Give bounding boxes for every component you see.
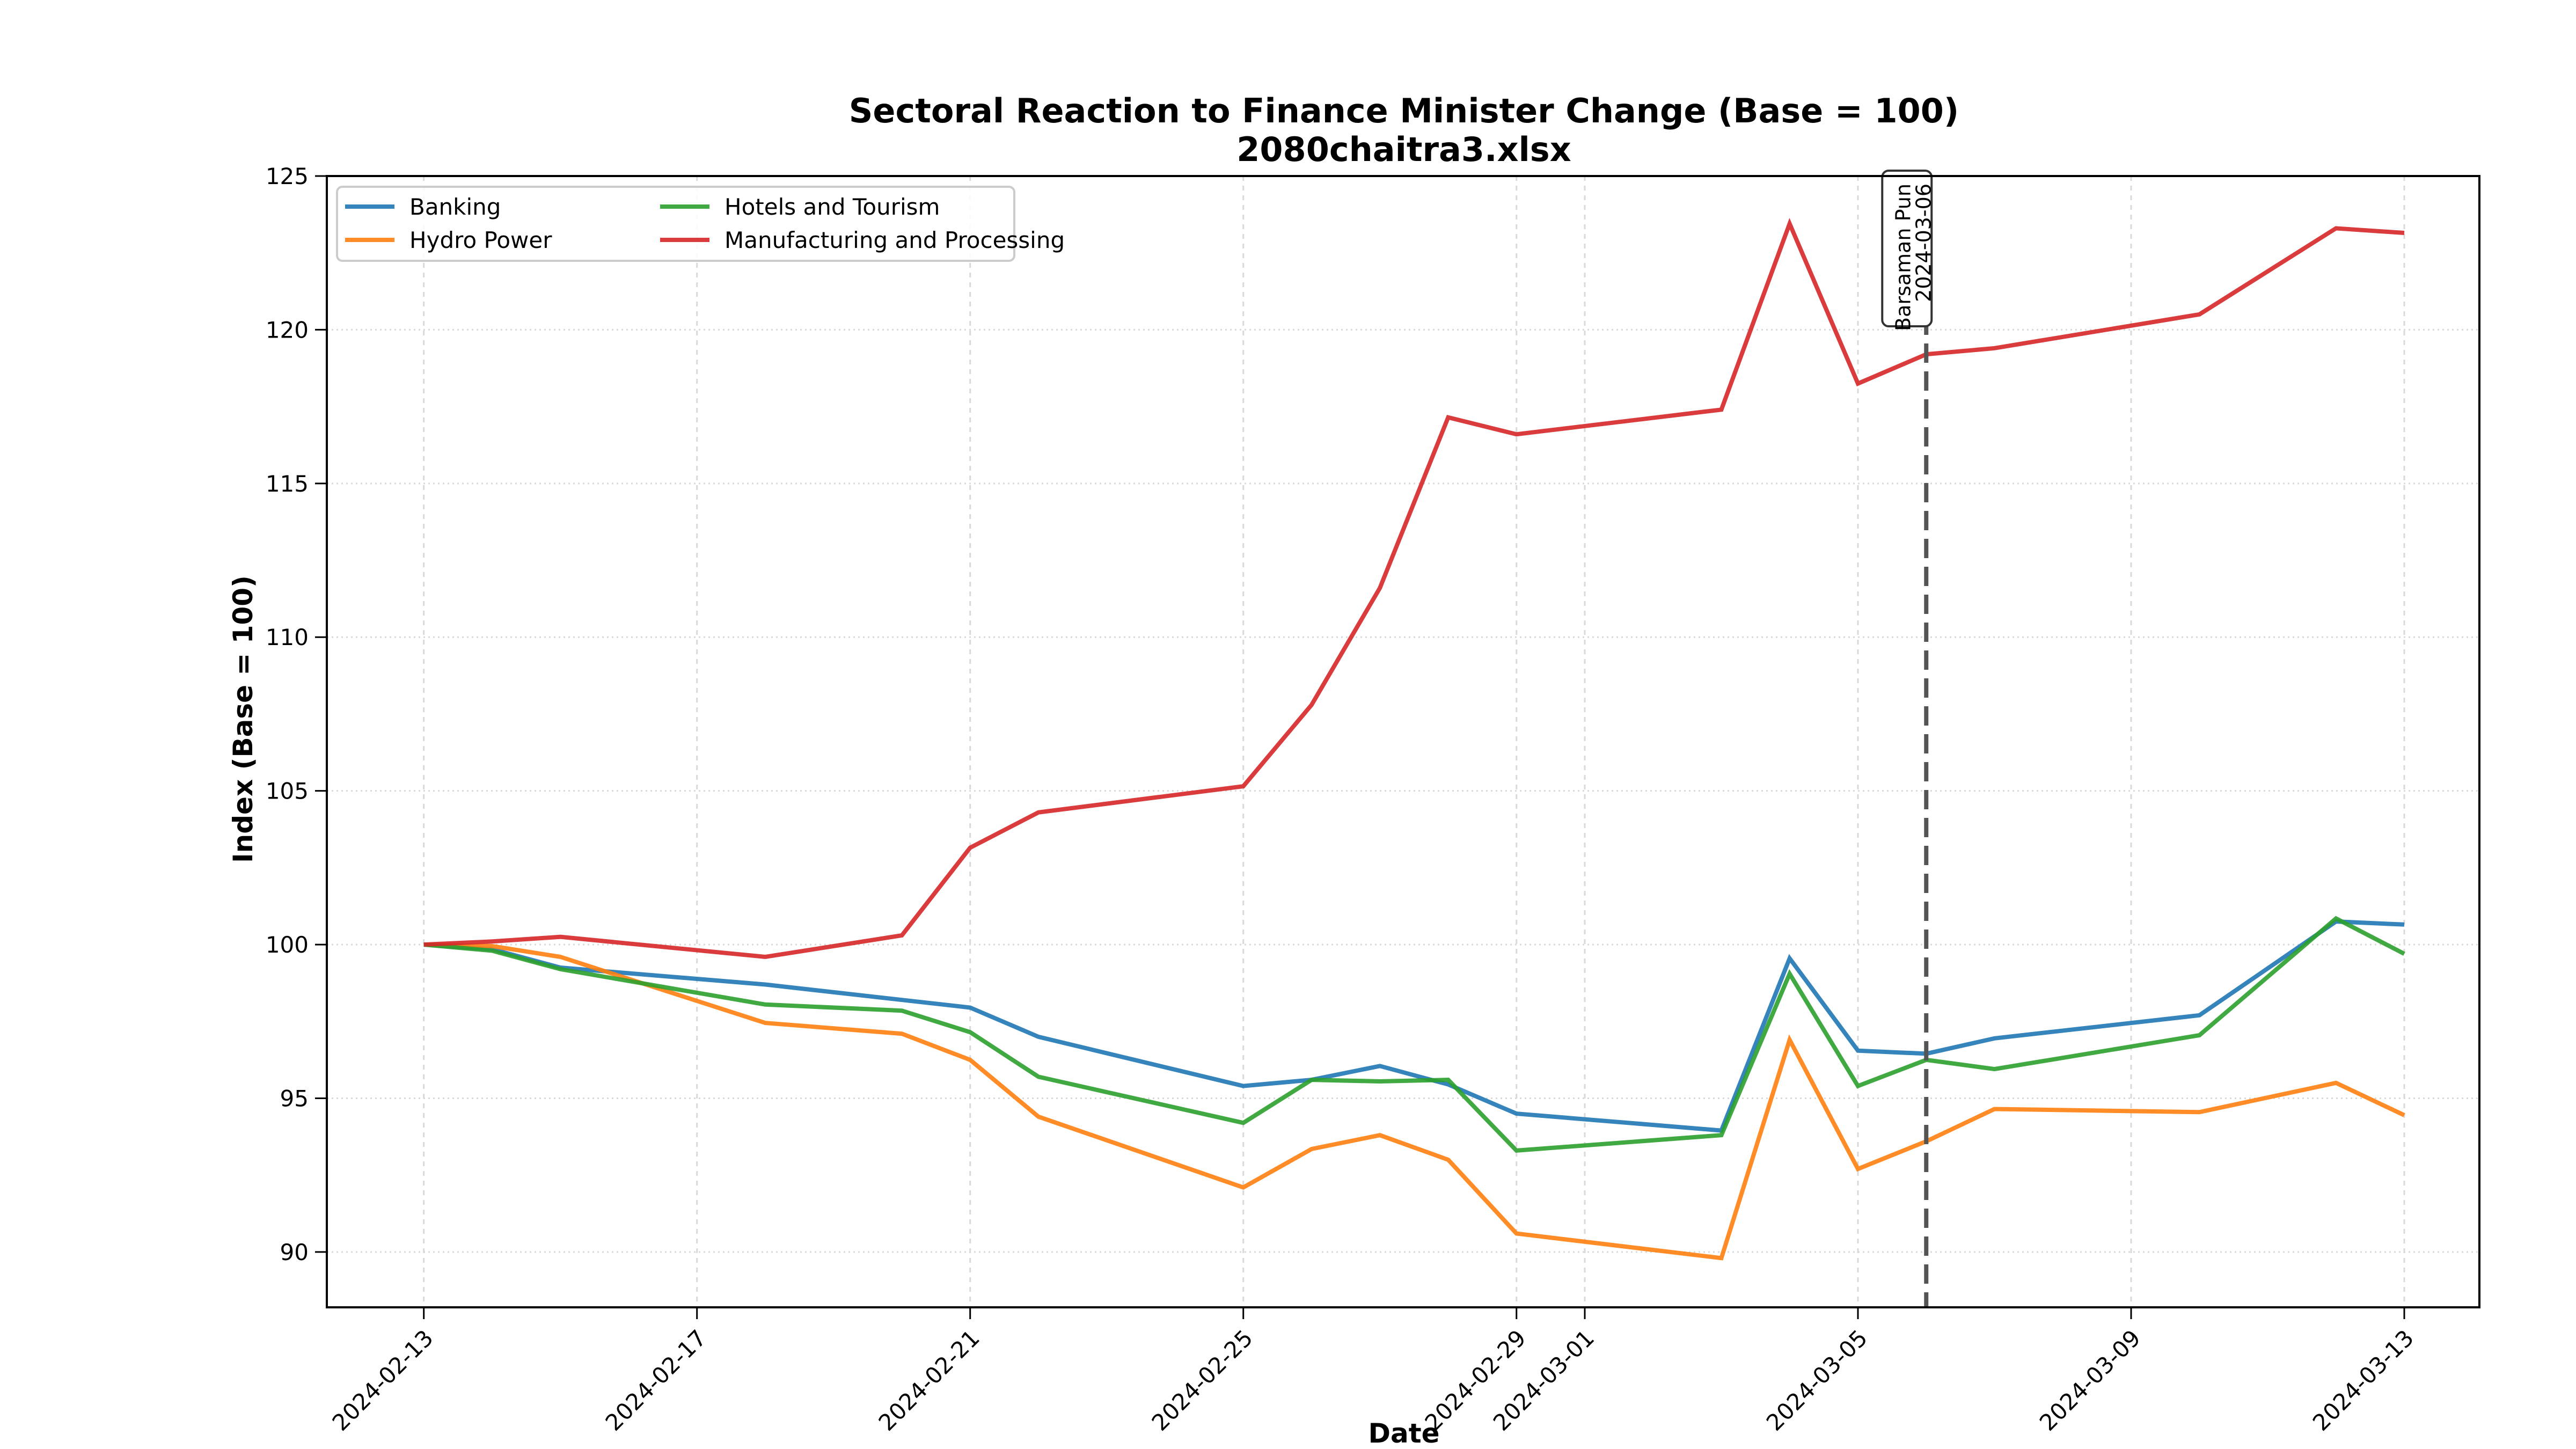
event-label-box — [1881, 170, 1933, 327]
chart-title: Sectoral Reaction to Finance Minister Ch… — [849, 91, 1959, 130]
x-tick-label: 2024-03-09 — [2035, 1324, 2146, 1436]
series-line-manufacturing-and-processing — [423, 217, 2405, 960]
series-line-hydro-power — [423, 942, 2405, 1261]
legend-label: Manufacturing and Processing — [724, 227, 1065, 253]
legend-label: Hydro Power — [409, 227, 552, 253]
legend: Banking Hydro Power Hotels and Tourism Manu… — [336, 186, 1065, 262]
event-label-name: Barsaman Pun — [1891, 184, 1915, 331]
x-axis: 2024-02-13 2024-02-17 2024-02-21 2024-02-25… — [327, 1307, 2419, 1436]
y-tick-label: 110 — [266, 624, 309, 650]
y-tick-label: 115 — [266, 471, 309, 497]
legend-box — [336, 186, 1015, 262]
chart-subtitle: 2080chaitra3.xlsx — [1236, 130, 1571, 169]
plot-frame — [326, 175, 2480, 1308]
x-tick-label: 2024-02-17 — [601, 1324, 712, 1436]
series-lines — [423, 217, 2405, 1261]
x-axis-label: Date — [1368, 1418, 1439, 1449]
event-label-date: 2024-03-06 — [1912, 184, 1935, 302]
x-tick-label: 2024-02-21 — [874, 1324, 985, 1436]
y-tick-label: 95 — [280, 1085, 309, 1111]
x-tick-label: 2024-03-13 — [2308, 1324, 2419, 1436]
x-tick-label: 2024-02-25 — [1147, 1324, 1258, 1436]
y-tick-label: 100 — [266, 932, 309, 958]
y-tick-label: 125 — [266, 163, 309, 189]
y-tick-label: 105 — [266, 778, 309, 804]
y-tick-label: 90 — [280, 1239, 309, 1265]
legend-label: Hotels and Tourism — [724, 194, 940, 220]
series-line-banking — [423, 919, 2405, 1133]
legend-label: Banking — [409, 194, 501, 220]
y-axis-label: Index (Base = 100) — [228, 575, 259, 863]
y-axis: 90 95 100 105 110 115 120 125 — [266, 163, 327, 1265]
series-line-hotels-and-tourism — [423, 916, 2405, 1153]
x-tick-label: 2024-02-13 — [327, 1324, 438, 1436]
x-tick-label: 2024-03-05 — [1761, 1324, 1872, 1436]
y-tick-label: 120 — [266, 317, 309, 343]
grid — [327, 175, 2479, 1307]
